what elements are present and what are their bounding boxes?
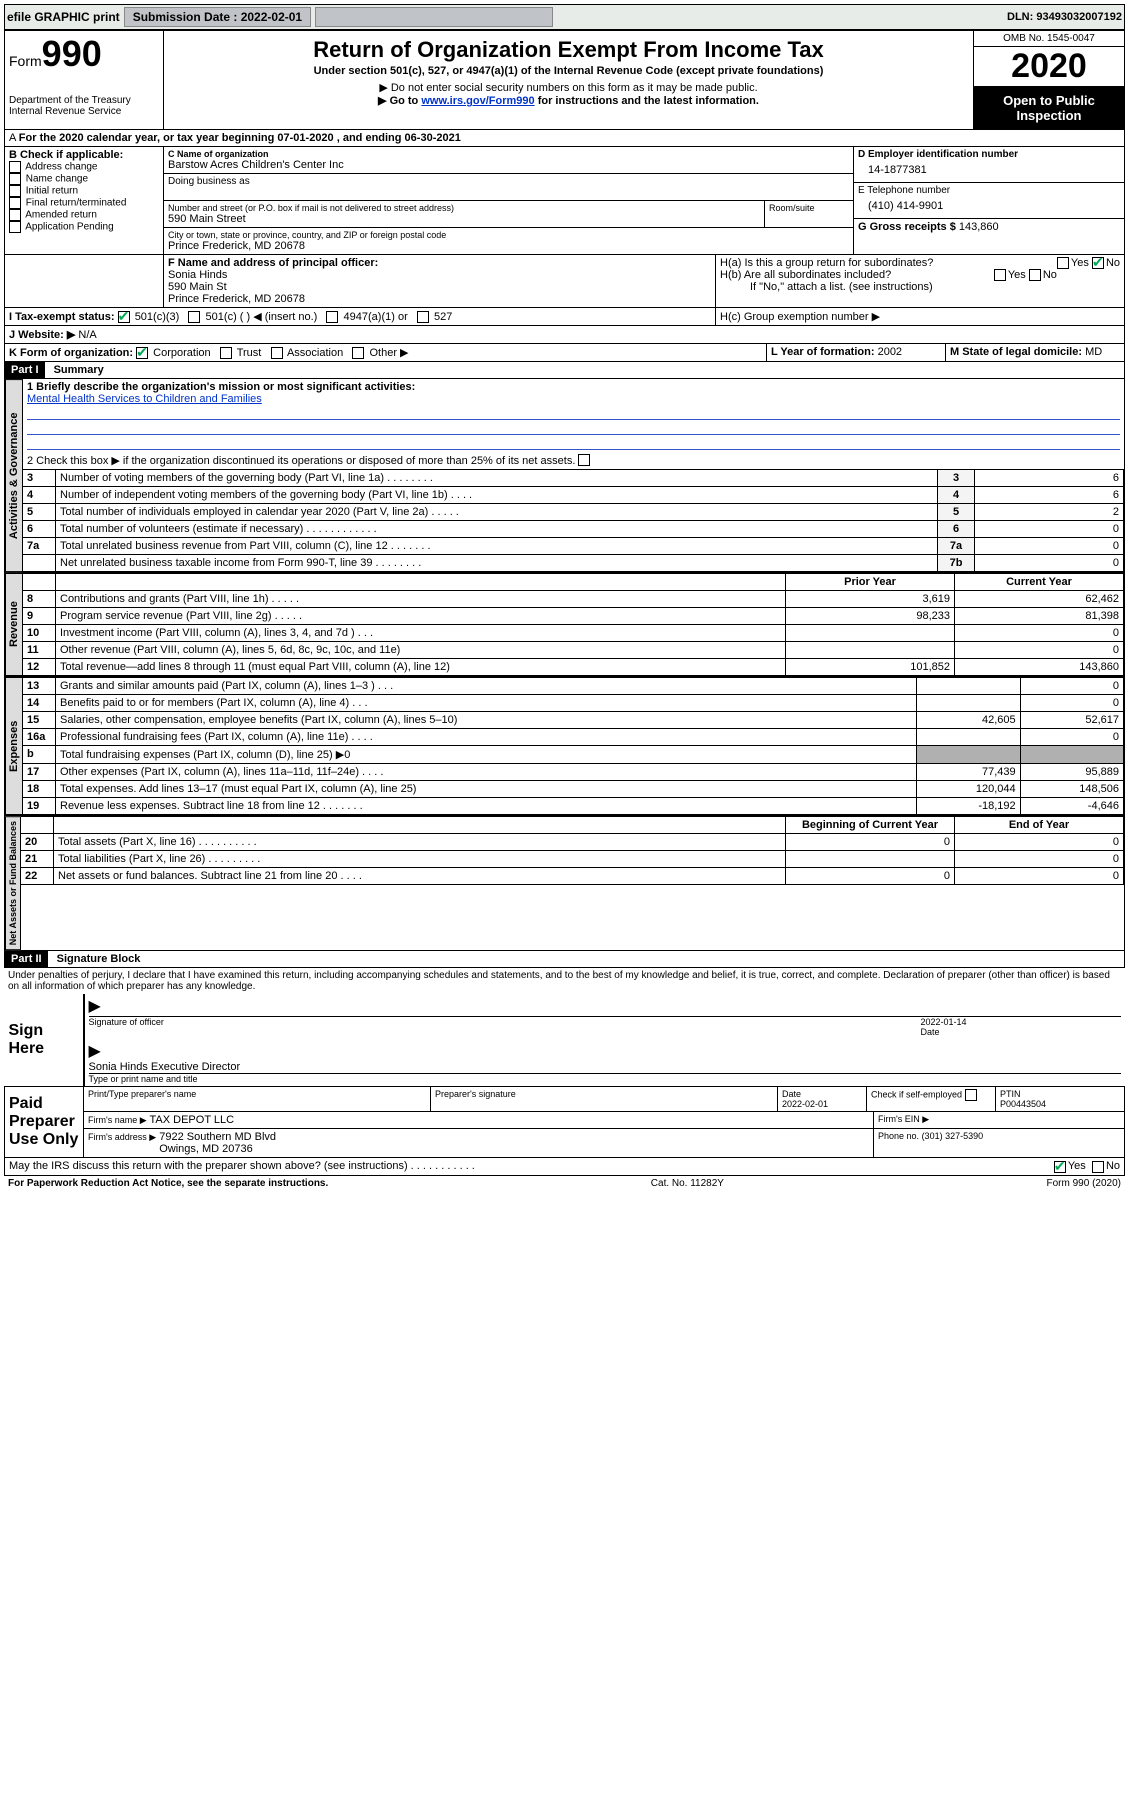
data-row: 14 Benefits paid to or for members (Part… — [23, 695, 1124, 712]
perjury-text: Under penalties of perjury, I declare th… — [4, 968, 1125, 994]
domicile: MD — [1085, 346, 1102, 358]
officer-addr1: 590 Main St — [168, 281, 711, 293]
omb-number: OMB No. 1545-0047 — [974, 31, 1124, 47]
data-row: 22 Net assets or fund balances. Subtract… — [21, 868, 1124, 885]
dln: DLN: 93493032007192 — [1007, 11, 1122, 23]
q2: 2 Check this box ▶ if the organization d… — [23, 452, 1124, 469]
top-bar: efile GRAPHIC print Submission Date : 20… — [4, 4, 1125, 30]
city: Prince Frederick, MD 20678 — [168, 240, 849, 252]
data-row: 11 Other revenue (Part VIII, column (A),… — [23, 642, 1124, 659]
street-label: Number and street (or P.O. box if mail i… — [168, 203, 760, 213]
part2-label: Part II — [5, 951, 48, 967]
box-b-item[interactable]: Amended return — [9, 209, 159, 221]
data-row: 18 Total expenses. Add lines 13–17 (must… — [23, 781, 1124, 798]
signature-table: Sign Here ▶ Signature of officer 2022-01… — [4, 994, 1125, 1158]
gross-label: G Gross receipts $ — [858, 221, 956, 233]
open-inspection: Open to Public Inspection — [974, 87, 1124, 129]
box-b-item[interactable]: Address change — [9, 161, 159, 173]
tab-expenses: Expenses — [5, 677, 23, 815]
officer-addr2: Prince Frederick, MD 20678 — [168, 293, 711, 305]
h-c: H(c) Group exemption number ▶ — [716, 308, 1124, 325]
data-row: 9 Program service revenue (Part VIII, li… — [23, 608, 1124, 625]
gov-row: Net unrelated business taxable income fr… — [23, 555, 1124, 572]
org-info-block: B Check if applicable: Address change Na… — [4, 147, 1125, 255]
form990-link[interactable]: www.irs.gov/Form990 — [421, 95, 534, 107]
sign-here: Sign Here — [5, 994, 84, 1087]
part2-title: Signature Block — [51, 951, 147, 967]
gov-row: 3 Number of voting members of the govern… — [23, 470, 1124, 487]
firm-name: TAX DEPOT LLC — [150, 1114, 235, 1126]
org-name: Barstow Acres Children's Center Inc — [168, 159, 849, 171]
note-1: ▶ Do not enter social security numbers o… — [168, 81, 969, 94]
gov-row: 5 Total number of individuals employed i… — [23, 504, 1124, 521]
tab-governance: Activities & Governance — [5, 379, 23, 572]
data-row: 10 Investment income (Part VIII, column … — [23, 625, 1124, 642]
data-row: 16a Professional fundraising fees (Part … — [23, 729, 1124, 746]
gov-row: 6 Total number of volunteers (estimate i… — [23, 521, 1124, 538]
part1-title: Summary — [48, 362, 110, 378]
box-i-label: I Tax-exempt status: — [9, 311, 115, 323]
paid-preparer: Paid Preparer Use Only — [5, 1087, 84, 1158]
box-b-item[interactable]: Name change — [9, 173, 159, 185]
ein: 14-1877381 — [858, 160, 1120, 180]
page-footer: For Paperwork Reduction Act Notice, see … — [4, 1176, 1125, 1191]
data-row: b Total fundraising expenses (Part IX, c… — [23, 746, 1124, 764]
discuss-row: May the IRS discuss this return with the… — [4, 1158, 1125, 1175]
box-c-name-label: C Name of organization — [168, 149, 849, 159]
box-b-label: B Check if applicable: — [9, 149, 159, 161]
dept-label: Department of the Treasury Internal Reve… — [9, 95, 159, 117]
city-label: City or town, state or province, country… — [168, 230, 849, 240]
box-b-item[interactable]: Application Pending — [9, 221, 159, 233]
dba-label: Doing business as — [168, 176, 849, 187]
website: N/A — [78, 329, 96, 341]
blank-button[interactable] — [315, 7, 553, 27]
street: 590 Main Street — [168, 213, 760, 225]
data-row: 19 Revenue less expenses. Subtract line … — [23, 798, 1124, 815]
h-a: H(a) Is this a group return for subordin… — [720, 257, 1120, 269]
officer-name: Sonia Hinds — [168, 269, 711, 281]
box-k-label: K Form of organization: — [9, 347, 133, 359]
period-a: A For the 2020 calendar year, or tax yea… — [5, 130, 465, 146]
year-formation: 2002 — [878, 346, 902, 358]
501c3-check[interactable] — [118, 311, 130, 323]
submission-date[interactable]: Submission Date : 2022-02-01 — [124, 7, 311, 27]
tab-net-assets: Net Assets or Fund Balances — [5, 816, 21, 950]
h-b-note: If "No," attach a list. (see instruction… — [720, 281, 1120, 293]
part1-label: Part I — [5, 362, 45, 378]
data-row: 8 Contributions and grants (Part VIII, l… — [23, 591, 1124, 608]
typed-name: Sonia Hinds Executive Director — [89, 1061, 1121, 1074]
gov-row: 7a Total unrelated business revenue from… — [23, 538, 1124, 555]
note-2: ▶ Go to www.irs.gov/Form990 for instruct… — [168, 94, 969, 107]
data-row: 17 Other expenses (Part IX, column (A), … — [23, 764, 1124, 781]
form-title: Return of Organization Exempt From Incom… — [168, 37, 969, 63]
form-label: Form990 — [9, 33, 159, 75]
data-row: 12 Total revenue—add lines 8 through 11 … — [23, 659, 1124, 676]
gross-receipts: 143,860 — [959, 221, 999, 233]
efile-label: efile GRAPHIC print — [7, 10, 120, 24]
box-b-item[interactable]: Initial return — [9, 185, 159, 197]
ptin: P00443504 — [1000, 1099, 1046, 1109]
form-subtitle: Under section 501(c), 527, or 4947(a)(1)… — [168, 65, 969, 77]
mission[interactable]: Mental Health Services to Children and F… — [27, 393, 1120, 405]
tax-year: 2020 — [974, 47, 1124, 87]
room-label: Room/suite — [765, 201, 853, 227]
phone-label: E Telephone number — [858, 185, 1120, 196]
tab-revenue: Revenue — [5, 573, 23, 676]
ein-label: D Employer identification number — [858, 149, 1120, 160]
form-header: Form990 Department of the Treasury Inter… — [4, 30, 1125, 130]
q1: 1 Briefly describe the organization's mi… — [27, 381, 1120, 393]
h-b: H(b) Are all subordinates included? Yes … — [720, 269, 1120, 281]
data-row: 21 Total liabilities (Part X, line 26) .… — [21, 851, 1124, 868]
gov-row: 4 Number of independent voting members o… — [23, 487, 1124, 504]
box-f-label: F Name and address of principal officer: — [168, 257, 711, 269]
box-j-label: J Website: ▶ — [9, 329, 75, 341]
phone: (410) 414-9901 — [858, 196, 1120, 216]
firm-addr: 7922 Southern MD Blvd Owings, MD 20736 — [159, 1131, 276, 1155]
sig-officer-label: Signature of officer — [89, 1017, 921, 1037]
firm-phone: (301) 327-5390 — [922, 1131, 984, 1141]
data-row: 15 Salaries, other compensation, employe… — [23, 712, 1124, 729]
box-b-item[interactable]: Final return/terminated — [9, 197, 159, 209]
data-row: 20 Total assets (Part X, line 16) . . . … — [21, 834, 1124, 851]
data-row: 13 Grants and similar amounts paid (Part… — [23, 678, 1124, 695]
